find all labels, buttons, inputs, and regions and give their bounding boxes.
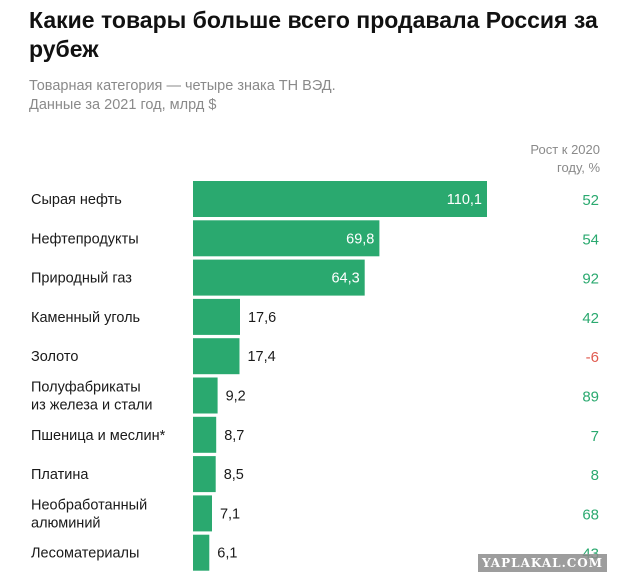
category-label-4: Золото (31, 349, 78, 365)
bar-value-label-2: 64,3 (331, 271, 359, 287)
growth-value-0: 52 (582, 192, 599, 209)
growth-value-2: 92 (582, 271, 599, 288)
bar-value-label-5: 9,2 (226, 389, 246, 405)
growth-header-line-2: году, % (557, 160, 600, 175)
bar-value-label-8: 7,1 (220, 506, 240, 522)
bar-value-label-1: 69,8 (346, 231, 374, 247)
category-label-5: Полуфабрикаты из железа и стали (31, 380, 153, 414)
bar-value-label-0: 110,1 (447, 192, 482, 208)
chart-title: Какие товары больше всего продавала Росс… (29, 7, 598, 62)
growth-value-3: 42 (582, 310, 599, 327)
growth-value-8: 68 (582, 506, 599, 523)
watermark: YAPLAKAL.COM (478, 554, 608, 572)
growth-column-header: Рост к 2020 году, % (530, 141, 600, 177)
category-label-9: Лесоматериалы (31, 546, 139, 562)
category-label-2: Природный газ (31, 271, 132, 287)
category-label-1: Нефтепродукты (31, 231, 139, 247)
subtitle-line-1: Товарная категория — четыре знака ТН ВЭД… (29, 78, 336, 94)
growth-value-6: 7 (591, 428, 599, 445)
bar-7 (193, 456, 216, 493)
category-label-7: Платина (31, 467, 89, 483)
growth-value-4: -6 (586, 349, 599, 366)
growth-header-line-1: Рост к 2020 (530, 142, 600, 157)
bar-5 (193, 377, 218, 414)
subtitle-line-2: Данные за 2021 год, млрд $ (29, 97, 217, 113)
bar-8 (193, 495, 212, 532)
growth-value-1: 54 (582, 231, 599, 248)
category-label-6: Пшеница и меслин* (31, 428, 166, 444)
growth-value-5: 89 (582, 389, 599, 406)
bar-value-label-3: 17,6 (248, 310, 276, 326)
chart-subtitle: Товарная категория — четыре знака ТН ВЭД… (29, 77, 589, 115)
bar-9 (193, 534, 210, 571)
bar-3 (193, 298, 240, 335)
bar-value-label-9: 6,1 (217, 546, 237, 562)
bar-0 (193, 181, 487, 217)
bar-1 (193, 220, 380, 257)
growth-value-7: 8 (591, 467, 599, 484)
bar-value-label-7: 8,5 (224, 467, 244, 483)
category-label-3: Каменный уголь (31, 310, 140, 326)
bar-6 (193, 416, 217, 453)
bar-2 (193, 259, 365, 296)
bar-4 (193, 338, 240, 375)
bar-value-label-6: 8,7 (224, 428, 244, 444)
category-label-8: Необработанный алюминий (31, 497, 147, 531)
category-label-0: Сырая нефть (31, 192, 122, 208)
bar-value-label-4: 17,4 (247, 349, 275, 365)
